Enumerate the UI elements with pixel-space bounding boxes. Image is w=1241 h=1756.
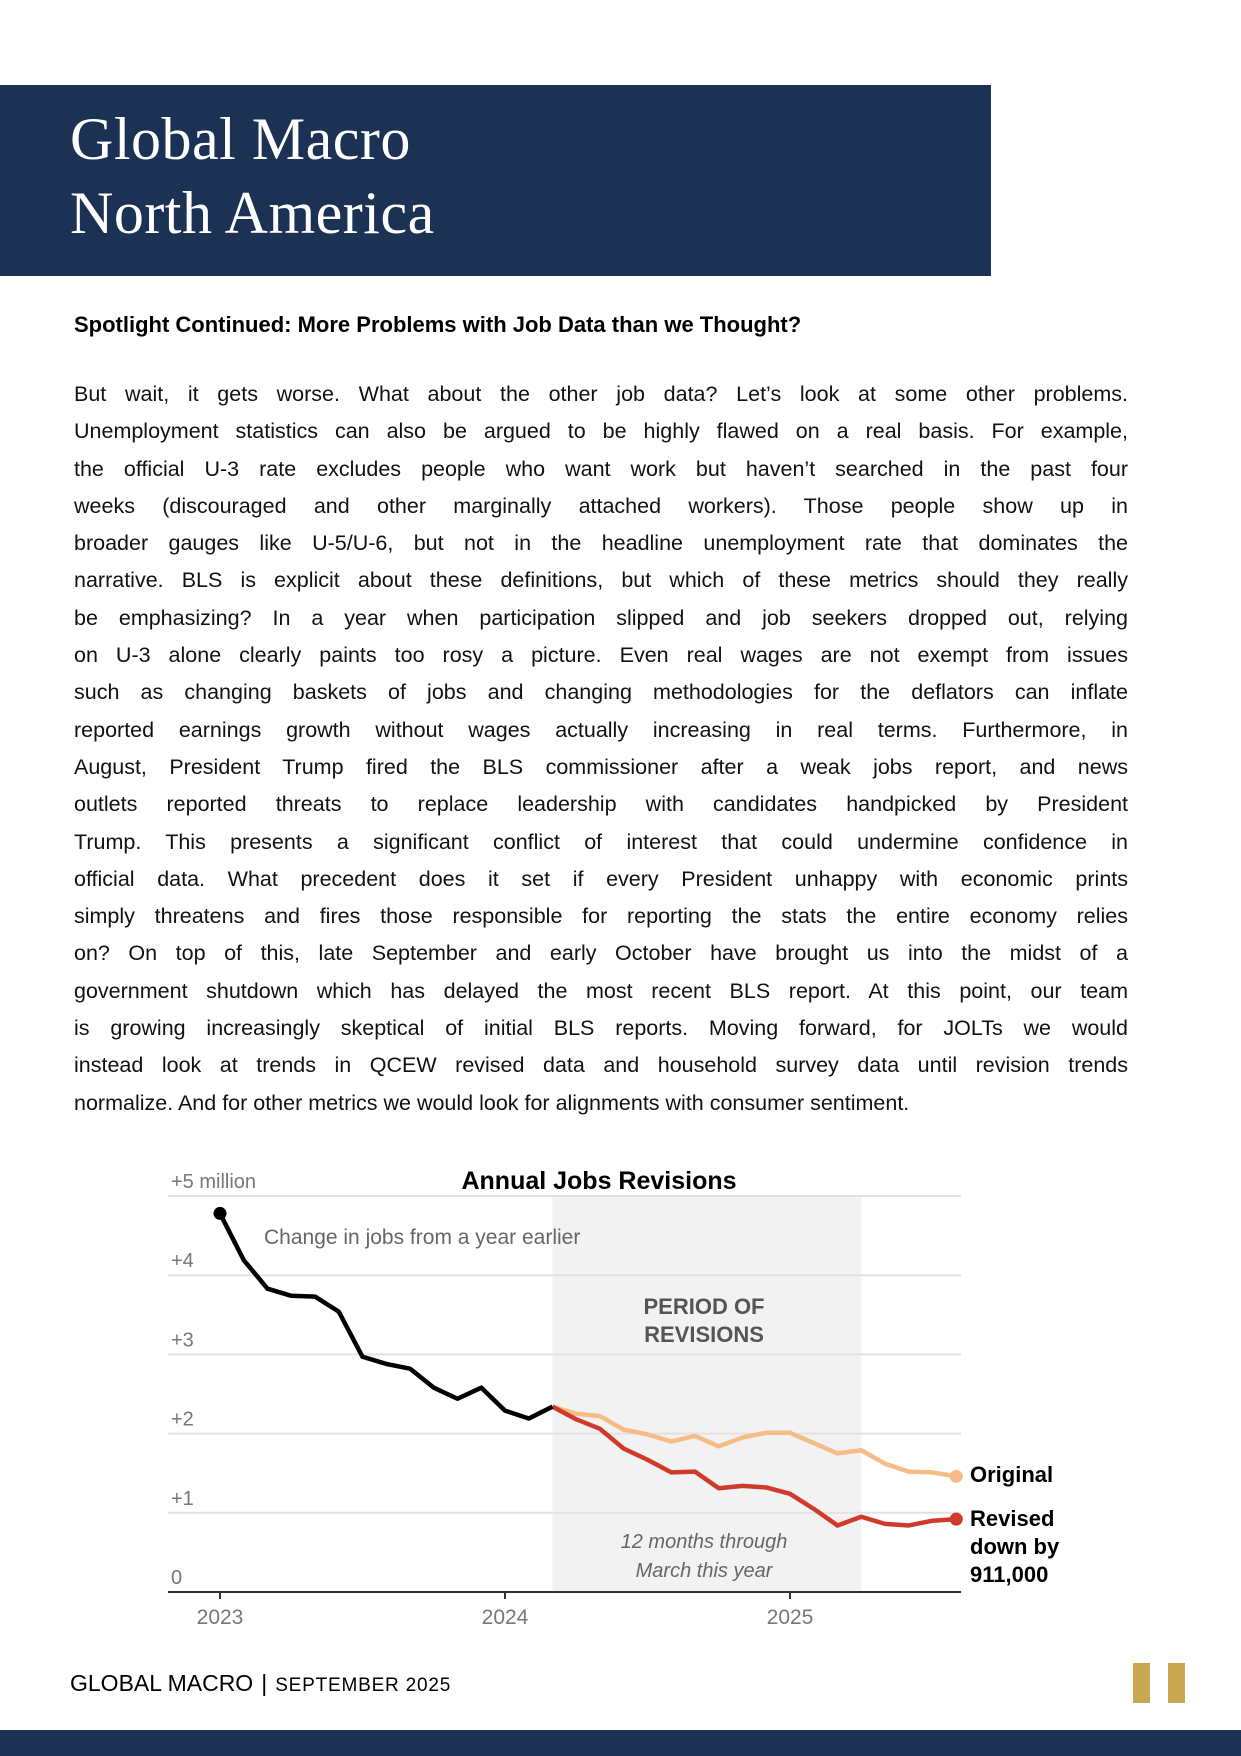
body-line: normalize. And for other metrics we woul… xyxy=(74,1090,910,1115)
footer-band xyxy=(0,1730,1241,1756)
y-tick-label: +2 xyxy=(171,1409,194,1431)
body-line: instead look at trends in QCEW revised d… xyxy=(74,1053,1128,1078)
title-line-1: Global Macro xyxy=(70,106,411,172)
chart-title: Annual Jobs Revisions xyxy=(461,1167,736,1195)
period-label-1: PERIOD OF xyxy=(643,1294,764,1319)
body-line: reported earnings growth without wages a… xyxy=(74,717,1128,742)
label-revised-1: Revised xyxy=(970,1506,1054,1531)
period-note-1: 12 months through xyxy=(621,1531,788,1553)
logo-bar-left xyxy=(1133,1663,1150,1703)
body-line: narrative. BLS is explicit about these d… xyxy=(74,568,1128,593)
y-tick-label: 0 xyxy=(171,1567,182,1589)
footer-date: SEPTEMBER 2025 xyxy=(275,1675,452,1696)
header-banner: Global Macro North America xyxy=(0,85,991,276)
series-endpoint-revised xyxy=(949,1512,963,1526)
body-line: government shutdown which has delayed th… xyxy=(74,978,1128,1003)
body-line: the official U-3 rate excludes people wh… xyxy=(74,456,1128,481)
period-note-2: March this year xyxy=(636,1560,774,1582)
chart-subtitle: Change in jobs from a year earlier xyxy=(264,1226,580,1249)
body-line: on? On top of this, late September and e… xyxy=(74,941,1128,966)
series-line-history xyxy=(217,1212,554,1421)
body-line: broader gauges like U-5/U-6, but not in … xyxy=(74,531,1128,556)
label-original: Original xyxy=(970,1462,1053,1487)
x-tick-label: 2025 xyxy=(767,1606,814,1629)
series-endpoint-history xyxy=(213,1206,227,1220)
period-label-2: REVISIONS xyxy=(644,1322,764,1347)
y-tick-label: +1 xyxy=(171,1488,194,1510)
body-line: Trump. This presents a significant confl… xyxy=(74,829,1128,854)
x-tick-label: 2024 xyxy=(482,1606,529,1629)
body-line: weeks (discouraged and other marginally … xyxy=(74,493,1128,518)
logo-bar-right xyxy=(1168,1663,1185,1703)
body-line: But wait, it gets worse. What about the … xyxy=(74,382,1128,406)
label-revised-2: down by xyxy=(970,1534,1060,1559)
series-endpoint-original xyxy=(949,1469,963,1483)
body-line: such as changing baskets of jobs and cha… xyxy=(74,680,1128,705)
body-line: August, President Trump fired the BLS co… xyxy=(74,754,1128,779)
y-tick-label: +5 million xyxy=(171,1171,256,1193)
series-line-original xyxy=(551,1404,957,1479)
footer-brand: GLOBAL MACRO xyxy=(70,1670,254,1696)
series-line-revised xyxy=(551,1404,957,1528)
body-line: be emphasizing? In a year when participa… xyxy=(74,605,1128,630)
body-line: is growing increasingly skeptical of ini… xyxy=(74,1016,1128,1041)
footer: GLOBAL MACRO | SEPTEMBER 2025 xyxy=(70,1670,451,1697)
body-line: Unemployment statistics can also be argu… xyxy=(74,419,1128,444)
body-line: on U-3 alone clearly paints too rosy a p… xyxy=(74,643,1128,668)
article-heading: Spotlight Continued: More Problems with … xyxy=(74,312,802,337)
y-tick-label: +3 xyxy=(171,1329,194,1351)
x-tick-label: 2023 xyxy=(197,1606,244,1629)
revision-period-shade xyxy=(552,1196,862,1592)
body-line: outlets reported threats to replace lead… xyxy=(74,792,1128,817)
title-line-2: North America xyxy=(70,180,435,246)
body-line: simply threatens and fires those respons… xyxy=(74,904,1128,929)
body-line: official data. What precedent does it se… xyxy=(74,866,1128,891)
y-tick-label: +4 xyxy=(171,1250,194,1272)
footer-separator: | xyxy=(261,1670,268,1696)
article-body: But wait, it gets worse. What about the … xyxy=(74,376,1128,1122)
label-revised-3: 911,000 xyxy=(970,1562,1048,1587)
